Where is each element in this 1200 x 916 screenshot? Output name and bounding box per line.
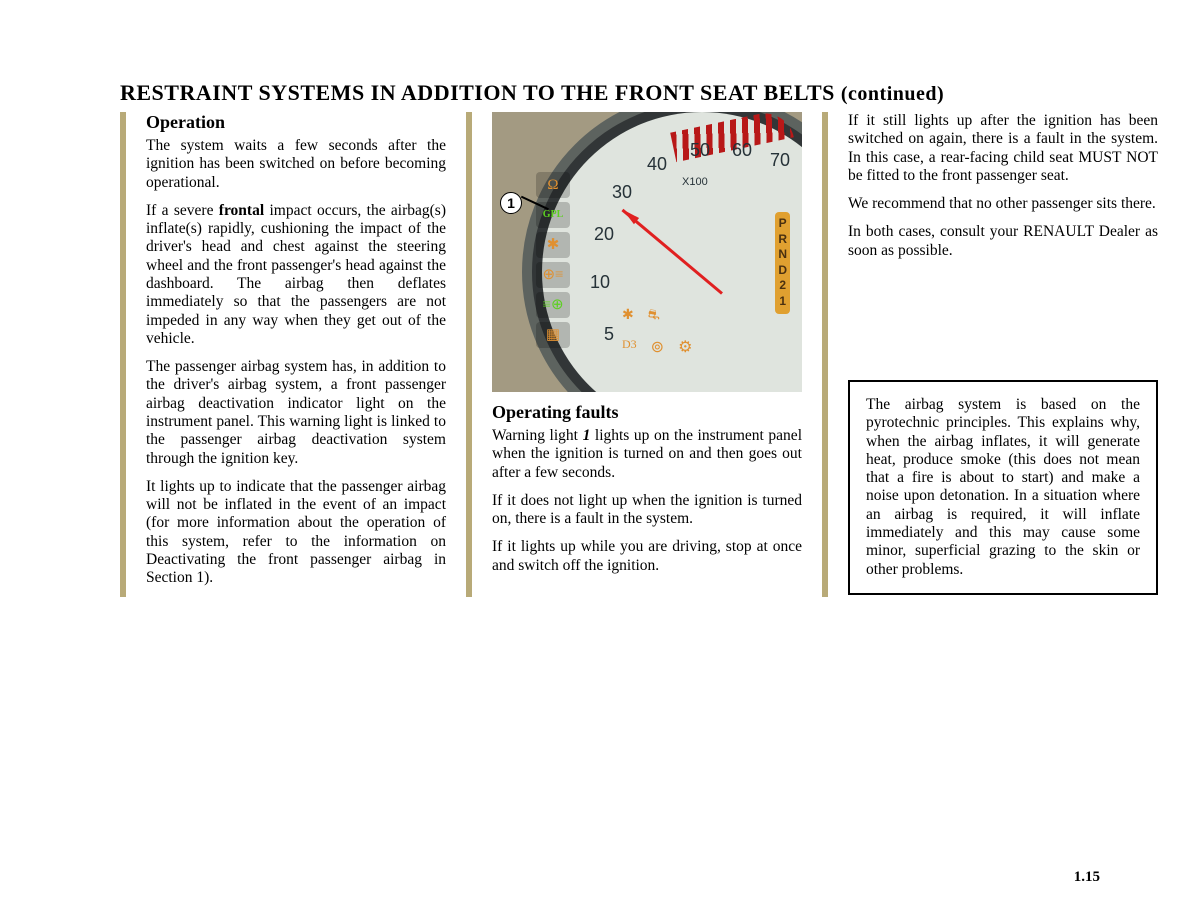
title-main: RESTRAINT SYSTEMS IN ADDITION TO THE FRO… [120, 80, 835, 105]
callout-1: 1 [500, 192, 522, 214]
info-box: The airbag system is based on the pyrote… [848, 380, 1158, 595]
gauge-illustration: 5 10 20 30 40 50 60 70 X100 Ω GPL ✱ ⊕≡ ≡… [492, 112, 802, 392]
warn-d3-icon: D3 [622, 337, 637, 357]
gauge-num-30: 30 [612, 182, 632, 203]
gear-indicator: P R N D 2 1 [775, 212, 790, 314]
warn-car-icon: ⛐ [648, 307, 660, 325]
operation-p2: If a severe frontal impact occurs, the a… [146, 202, 446, 348]
faults-p2: If it does not light up when the ignitio… [492, 492, 802, 529]
operation-p1: The system waits a few seconds after the… [146, 137, 446, 192]
page-number: 1.15 [1074, 869, 1100, 886]
column-rule [120, 112, 126, 597]
warning-icon-row-upper: ✱ ⛐ [622, 307, 660, 325]
gauge-num-5: 5 [604, 324, 614, 345]
heading-faults: Operating faults [492, 402, 802, 423]
warn-star-icon: ✱ [622, 307, 634, 325]
warn-brake-icon: ⊚ [651, 337, 664, 357]
column-operation: Operation The system waits a few seconds… [146, 112, 446, 597]
faults-p3: If it lights up while you are driving, s… [492, 538, 802, 575]
gauge-num-60: 60 [732, 140, 752, 161]
info-box-text: The airbag system is based on the pyrote… [866, 396, 1140, 579]
gauge-num-10: 10 [590, 272, 610, 293]
gauge-num-50: 50 [690, 140, 710, 161]
page-title: RESTRAINT SYSTEMS IN ADDITION TO THE FRO… [120, 80, 1100, 106]
operation-p4: It lights up to indicate that the passen… [146, 478, 446, 588]
cruise-icon: Ω [536, 172, 570, 198]
column-rule [822, 112, 828, 597]
title-continued: (continued) [841, 83, 944, 105]
warning-light-strip: Ω GPL ✱ ⊕≡ ≡⊕ ▦ [536, 172, 576, 352]
column-center: 5 10 20 30 40 50 60 70 X100 Ω GPL ✱ ⊕≡ ≡… [492, 112, 802, 597]
fog-front-icon: ≡⊕ [536, 292, 570, 318]
right-p1: If it still lights up after the ignition… [848, 112, 1158, 185]
gauge-num-70: 70 [770, 150, 790, 171]
fog-rear-icon: ⊕≡ [536, 262, 570, 288]
gauge-x100: X100 [682, 176, 708, 188]
column-rule [466, 112, 472, 597]
defrost-icon: ▦ [536, 322, 570, 348]
operation-p3: The passenger airbag system has, in addi… [146, 358, 446, 468]
column-right: If it still lights up after the ignition… [848, 112, 1158, 597]
warn-engine-icon: ⚙ [678, 337, 692, 357]
right-p2: We recommend that no other passenger sit… [848, 195, 1158, 213]
airbag-warning-icon: ✱ [536, 232, 570, 258]
warning-icon-row-lower: D3 ⊚ ⚙ [622, 337, 692, 357]
right-p3: In both cases, consult your RENAULT Deal… [848, 223, 1158, 260]
faults-p1: Warning light 1 lights up on the instrum… [492, 427, 802, 482]
gauge-num-40: 40 [647, 154, 667, 175]
gauge-num-20: 20 [594, 224, 614, 245]
heading-operation: Operation [146, 112, 446, 133]
